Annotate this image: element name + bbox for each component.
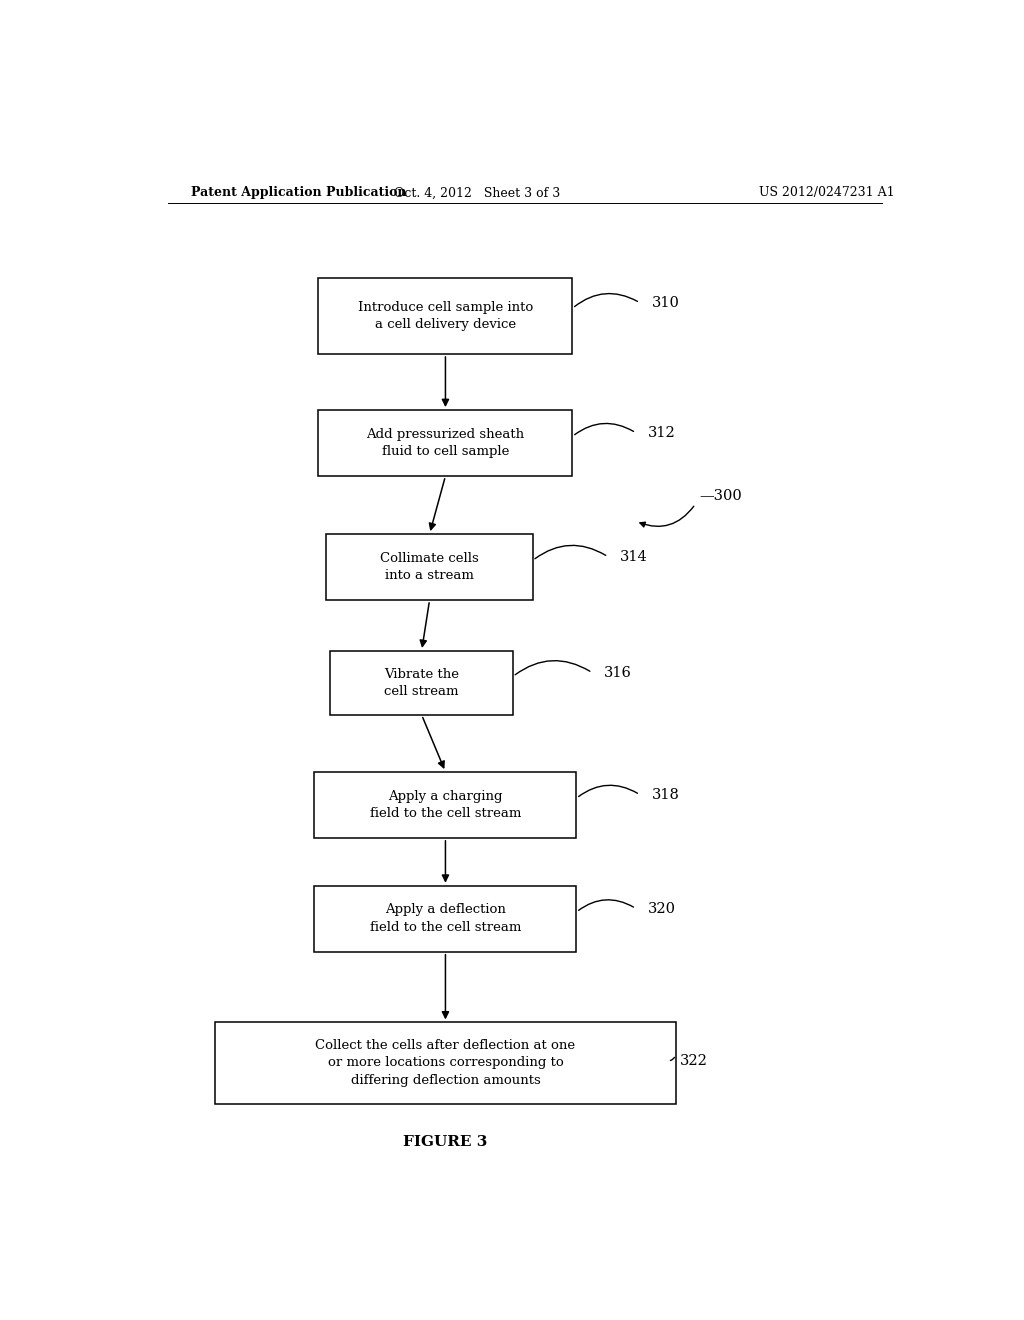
- Text: US 2012/0247231 A1: US 2012/0247231 A1: [759, 186, 894, 199]
- Text: Apply a deflection
field to the cell stream: Apply a deflection field to the cell str…: [370, 903, 521, 935]
- FancyBboxPatch shape: [327, 535, 532, 601]
- FancyBboxPatch shape: [314, 886, 577, 952]
- Text: —300: —300: [699, 488, 742, 503]
- Text: Collect the cells after deflection at one
or more locations corresponding to
dif: Collect the cells after deflection at on…: [315, 1039, 575, 1086]
- FancyBboxPatch shape: [331, 651, 513, 715]
- Text: Oct. 4, 2012   Sheet 3 of 3: Oct. 4, 2012 Sheet 3 of 3: [394, 186, 560, 199]
- Text: 322: 322: [680, 1053, 708, 1068]
- FancyBboxPatch shape: [318, 277, 572, 354]
- Text: FIGURE 3: FIGURE 3: [403, 1135, 487, 1150]
- Text: Collimate cells
into a stream: Collimate cells into a stream: [380, 552, 479, 582]
- Text: Vibrate the
cell stream: Vibrate the cell stream: [384, 668, 459, 698]
- Text: 316: 316: [604, 665, 632, 680]
- Text: 318: 318: [652, 788, 680, 801]
- FancyBboxPatch shape: [318, 411, 572, 477]
- Text: Patent Application Publication: Patent Application Publication: [191, 186, 407, 199]
- FancyBboxPatch shape: [215, 1022, 676, 1104]
- Text: Apply a charging
field to the cell stream: Apply a charging field to the cell strea…: [370, 789, 521, 820]
- Text: 310: 310: [652, 296, 680, 310]
- Text: 314: 314: [620, 550, 648, 564]
- Text: 312: 312: [648, 426, 676, 440]
- FancyBboxPatch shape: [314, 772, 577, 838]
- Text: Introduce cell sample into
a cell delivery device: Introduce cell sample into a cell delive…: [357, 301, 534, 331]
- Text: Add pressurized sheath
fluid to cell sample: Add pressurized sheath fluid to cell sam…: [367, 428, 524, 458]
- Text: 320: 320: [648, 902, 676, 916]
